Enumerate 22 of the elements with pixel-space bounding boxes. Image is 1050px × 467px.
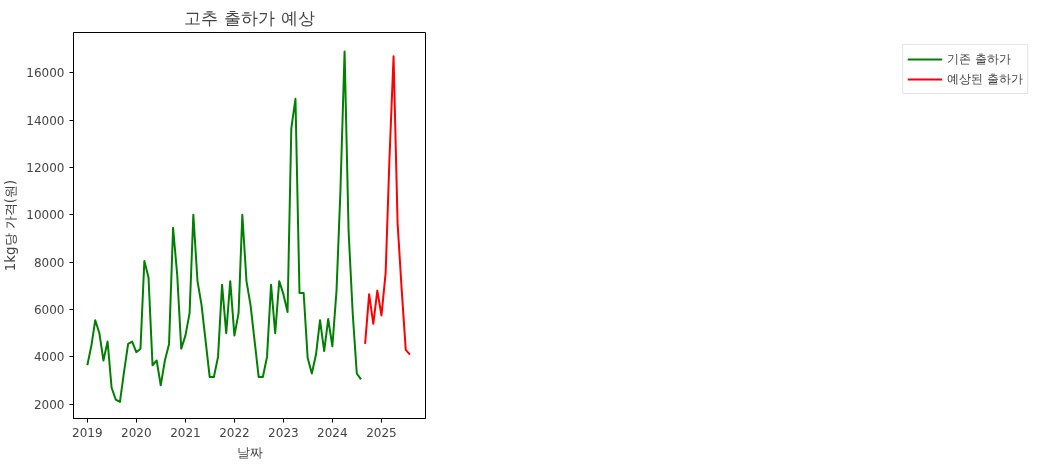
x-tick-label: 2021 — [170, 425, 201, 440]
x-tick-label: 2025 — [366, 425, 397, 440]
y-tick-label: 8000 — [33, 255, 65, 270]
y-axis-title: 1kg당 가격(원) — [3, 179, 19, 272]
chart-title: 고추 출하가 예상 — [184, 7, 315, 28]
y-tick-label: 16000 — [26, 66, 65, 81]
y-tick-label: 14000 — [26, 113, 65, 128]
y-tick-label: 6000 — [33, 303, 65, 318]
y-tick-label: 2000 — [33, 397, 65, 412]
x-tick-label: 2023 — [268, 425, 299, 440]
line-series — [86, 50, 362, 403]
x-tick-label: 2022 — [219, 425, 250, 440]
x-axis-title: 날짜 — [236, 444, 263, 460]
legend-label: 기존 출하가 — [947, 50, 1011, 68]
x-tick-label: 2024 — [317, 425, 348, 440]
y-tick-label: 12000 — [26, 160, 65, 175]
x-tick-label: 2020 — [121, 425, 152, 440]
y-tick-label: 4000 — [33, 350, 65, 365]
x-tick-label: 2019 — [72, 425, 103, 440]
line-series — [364, 55, 411, 356]
legend-label: 예상된 출하가 — [947, 70, 1023, 88]
y-tick-label: 10000 — [26, 208, 65, 223]
